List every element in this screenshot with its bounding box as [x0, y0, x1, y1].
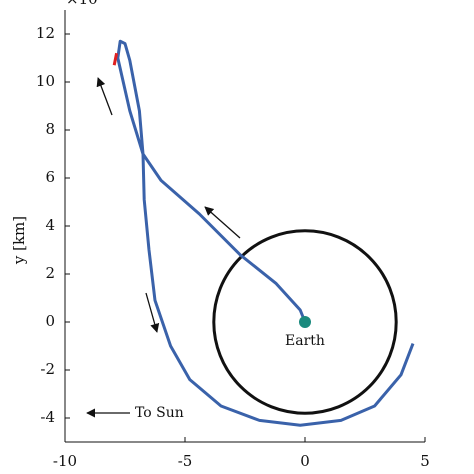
y-tick-label: 4 — [45, 216, 55, 234]
sun-label: To Sun — [135, 405, 184, 421]
y-tick-label: 0 — [45, 312, 55, 330]
y-tick-label: 6 — [45, 168, 55, 186]
x-tick-label: -5 — [178, 452, 193, 470]
arrow — [145, 292, 160, 333]
trajectory — [116, 39, 415, 427]
x-tick-label: 5 — [420, 452, 430, 470]
y-tick-label: 2 — [45, 264, 55, 282]
y-tick-label: -4 — [40, 408, 55, 426]
x-tick-label: -10 — [53, 452, 77, 470]
y-tick-label: 10 — [36, 72, 55, 90]
y-tick-label: 12 — [36, 24, 55, 42]
earth-marker — [299, 316, 311, 328]
y-tick-label: -2 — [40, 360, 55, 378]
orbit-circle — [212, 229, 398, 415]
arrow — [96, 77, 113, 116]
exponent-label: ×10 — [66, 0, 98, 8]
x-tick-label: 0 — [300, 452, 310, 470]
earth-label: Earth — [285, 333, 325, 349]
y-tick-label: 8 — [45, 120, 55, 138]
arrow — [204, 206, 241, 239]
y-axis-label: y [km] — [10, 216, 28, 265]
highlight-segment — [112, 52, 119, 66]
